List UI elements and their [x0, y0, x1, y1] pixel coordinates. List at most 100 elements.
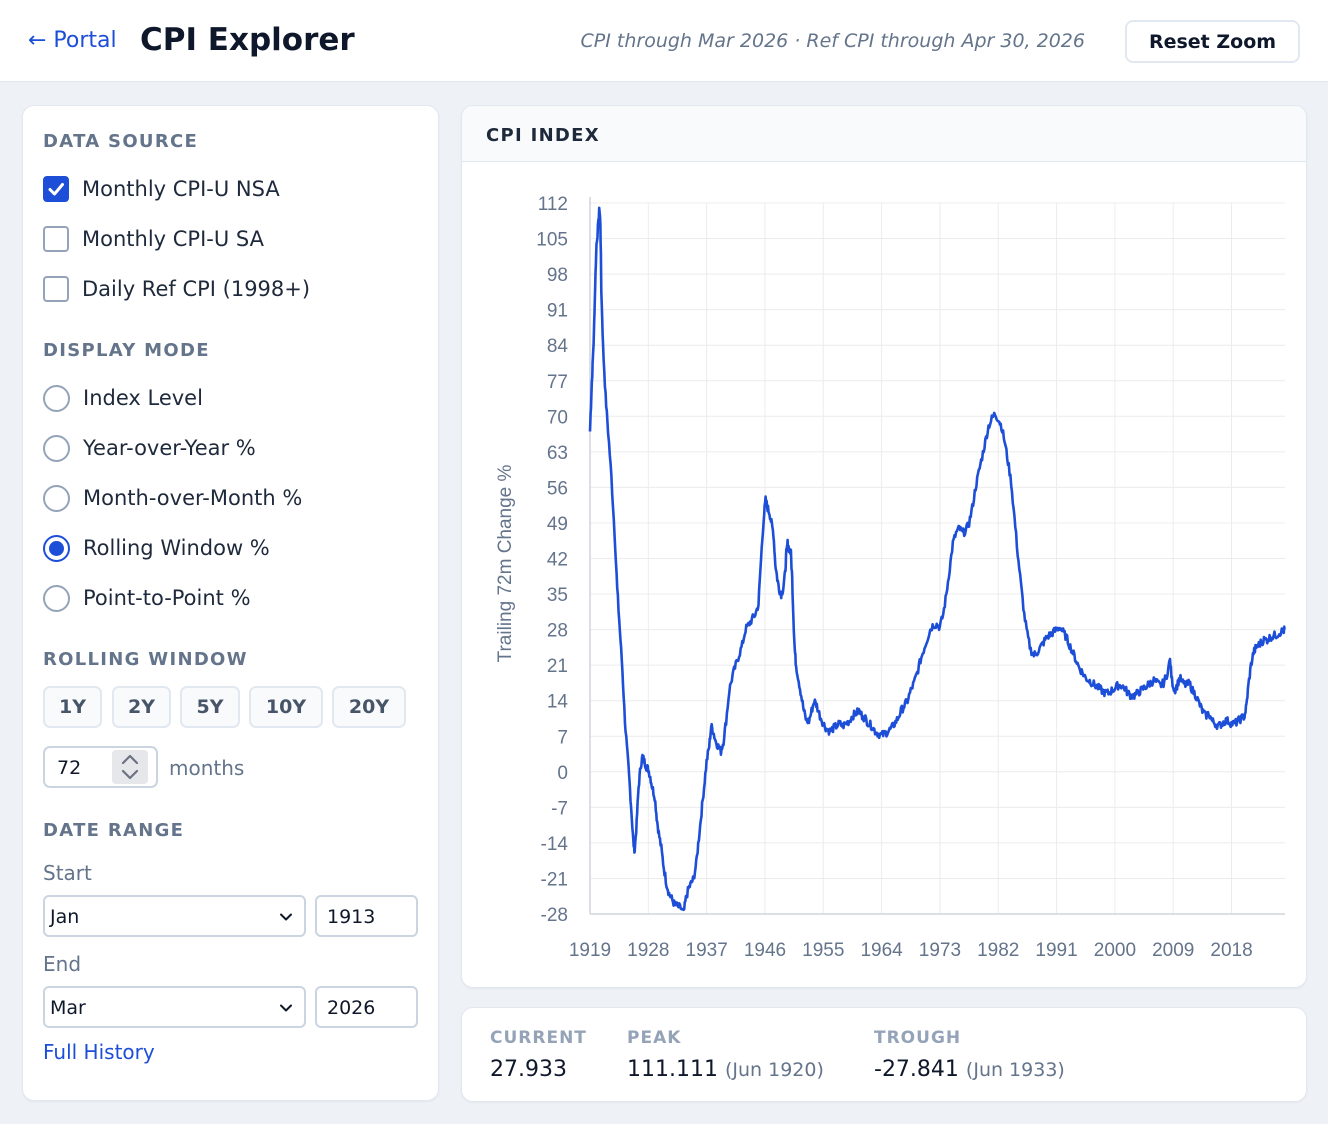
radio-unselected[interactable]: [43, 434, 70, 462]
y-tick-label: 56: [547, 478, 568, 499]
peak-stat: 111.111 (Jun 1920): [627, 1057, 824, 1082]
y-tick-label: 42: [547, 550, 568, 571]
window-10y-button[interactable]: 10Y: [249, 686, 323, 728]
window-2y-button[interactable]: 2Y: [112, 686, 171, 728]
x-tick-label: 1964: [860, 940, 903, 961]
x-tick-label: 1973: [919, 940, 961, 961]
end-month-select[interactable]: Mar: [43, 986, 306, 1028]
end-year-input[interactable]: 2026: [315, 986, 418, 1028]
y-tick-label: 105: [536, 230, 568, 251]
y-tick-label: 70: [547, 407, 568, 428]
x-tick-label: 1928: [627, 940, 669, 961]
checkbox-checked[interactable]: [43, 176, 69, 202]
radio-unselected[interactable]: [43, 584, 70, 612]
stats-panel: CURRENT 27.933 PEAK 111.111 (Jun 1920) T…: [461, 1007, 1307, 1102]
y-tick-label: 28: [547, 621, 568, 642]
y-tick-label: 21: [547, 656, 568, 677]
chart-header: CPI INDEX: [462, 106, 1306, 162]
stepper-arrows-icon: [121, 754, 139, 780]
trough-label: TROUGH: [874, 1028, 962, 1048]
current-value: 27.933: [490, 1057, 567, 1082]
months-value: 72: [57, 757, 82, 779]
mode-option-point-to-point[interactable]: Point-to-Point %: [43, 583, 251, 613]
start-year-value: 1913: [327, 906, 376, 928]
y-tick-label: -28: [541, 905, 568, 926]
y-tick-label: 14: [547, 692, 569, 713]
end-month-value: Mar: [50, 997, 86, 1019]
x-tick-label: 1955: [802, 940, 844, 961]
months-unit-label: months: [169, 756, 245, 780]
y-tick-label: 84: [547, 336, 569, 357]
y-tick-label: 35: [547, 585, 568, 606]
full-history-link[interactable]: Full History: [43, 1040, 155, 1064]
display-mode-heading: DISPLAY MODE: [43, 340, 210, 361]
radio-selected[interactable]: [43, 534, 70, 562]
checkmark-icon: [48, 183, 64, 196]
chart-panel: CPI INDEX 112 105 98 91 84 77 70 63 56 49 42 35 28 21…: [461, 105, 1307, 988]
months-stepper[interactable]: [112, 750, 148, 784]
mode-option-index-level[interactable]: Index Level: [43, 383, 203, 413]
data-source-heading: DATA SOURCE: [43, 131, 199, 152]
x-tick-label: 1919: [569, 940, 611, 961]
source-option-cpi-u-nsa[interactable]: Monthly CPI-U NSA: [43, 174, 280, 204]
mode-option-label: Point-to-Point %: [83, 586, 251, 610]
source-option-label: Monthly CPI-U SA: [82, 227, 264, 251]
end-label: End: [43, 952, 82, 976]
trough-date: (Jun 1933): [965, 1059, 1065, 1081]
series-line-trailing-72m: [588, 206, 1287, 912]
x-tick-label: 1946: [744, 940, 786, 961]
peak-label: PEAK: [627, 1028, 682, 1048]
x-tick-label: 2009: [1152, 940, 1194, 961]
x-tick-label: 2018: [1210, 940, 1252, 961]
radio-dot: [49, 540, 64, 556]
peak-date: (Jun 1920): [724, 1059, 824, 1081]
y-tick-label: -14: [541, 834, 569, 855]
trough-stat: -27.841 (Jun 1933): [874, 1057, 1065, 1082]
peak-value: 111.111: [627, 1057, 718, 1082]
chart-panel-title: CPI INDEX: [486, 125, 600, 146]
window-20y-button[interactable]: 20Y: [332, 686, 406, 728]
chevron-down-icon: [280, 913, 292, 921]
mode-option-month-over-month[interactable]: Month-over-Month %: [43, 483, 302, 513]
x-tick-label: 1937: [686, 940, 728, 961]
window-5y-button[interactable]: 5Y: [180, 686, 240, 728]
reset-zoom-button[interactable]: Reset Zoom: [1125, 20, 1300, 63]
checkbox-unchecked[interactable]: [43, 276, 69, 302]
checkbox-unchecked[interactable]: [43, 226, 69, 252]
top-bar: ← Portal CPI Explorer CPI through Mar 20…: [0, 0, 1328, 82]
months-input[interactable]: 72: [43, 746, 158, 788]
page-title: CPI Explorer: [140, 22, 355, 58]
x-tick-label: 1982: [977, 940, 1019, 961]
portal-back-link[interactable]: ← Portal: [28, 28, 117, 53]
window-1y-button[interactable]: 1Y: [43, 686, 102, 728]
mode-option-label: Year-over-Year %: [83, 436, 256, 460]
mode-option-label: Index Level: [83, 386, 203, 410]
source-option-label: Daily Ref CPI (1998+): [82, 277, 311, 301]
y-tick-label: -21: [541, 869, 568, 890]
rolling-window-heading: ROLLING WINDOW: [43, 649, 248, 670]
y-tick-label: 77: [547, 372, 568, 393]
chevron-down-icon: [280, 1004, 292, 1012]
x-tick-label: 1991: [1035, 940, 1077, 961]
mode-option-rolling-window[interactable]: Rolling Window %: [43, 533, 270, 563]
y-tick-label: -7: [551, 798, 568, 819]
source-option-cpi-u-sa[interactable]: Monthly CPI-U SA: [43, 224, 264, 254]
start-month-value: Jan: [50, 906, 80, 928]
mode-option-year-over-year[interactable]: Year-over-Year %: [43, 433, 256, 463]
radio-unselected[interactable]: [43, 384, 70, 412]
y-tick-label: 112: [538, 194, 568, 215]
start-year-input[interactable]: 1913: [315, 895, 418, 937]
x-tick-label: 2000: [1094, 940, 1136, 961]
y-tick-label: 98: [547, 265, 568, 286]
cpi-line-chart[interactable]: 1121059891847770635649423528211470-7-14-…: [462, 106, 1306, 987]
y-axis-title: Trailing 72m Change %: [495, 464, 516, 662]
radio-unselected[interactable]: [43, 484, 70, 512]
y-tick-label: 7: [557, 727, 568, 748]
y-tick-label: 49: [547, 514, 568, 535]
mode-option-label: Month-over-Month %: [83, 486, 303, 510]
source-option-daily-ref-cpi[interactable]: Daily Ref CPI (1998+): [43, 274, 310, 304]
start-month-select[interactable]: Jan: [43, 895, 306, 937]
y-tick-label: 91: [547, 301, 568, 322]
y-tick-label: 0: [557, 763, 568, 784]
trough-value: -27.841: [874, 1057, 959, 1082]
